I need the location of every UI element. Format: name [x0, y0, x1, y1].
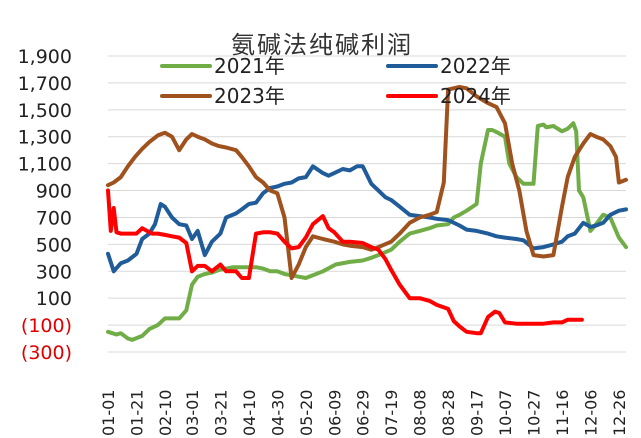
y-tick-label: 700 — [36, 207, 72, 229]
legend-label: 2024年 — [440, 84, 511, 108]
x-tick-label: 11-16 — [553, 390, 572, 437]
legend-label: 2022年 — [440, 54, 511, 78]
x-tick-label: 06-09 — [325, 390, 344, 437]
legend-label: 2021年 — [214, 54, 285, 78]
x-tick-label: 09-17 — [468, 390, 487, 436]
x-tick-label: 04-10 — [240, 390, 259, 437]
y-tick-label: 1,700 — [18, 73, 72, 95]
x-tick-label: 07-19 — [382, 390, 401, 437]
x-tick-label: 02-10 — [156, 390, 175, 437]
chart-title: 氨碱法纯碱利润 — [231, 31, 413, 59]
x-tick-label: 03-01 — [183, 390, 202, 437]
x-tick-label: 05-20 — [297, 390, 316, 437]
y-tick-label: 300 — [36, 261, 72, 283]
x-tick-label: 04-30 — [268, 390, 287, 437]
x-tick-label: 12-26 — [610, 390, 629, 437]
x-tick-label: 12-06 — [581, 390, 600, 437]
x-tick-label: 06-29 — [354, 390, 373, 437]
y-tick-label: 1,100 — [18, 154, 72, 176]
x-tick-label: 08-08 — [411, 390, 430, 437]
y-tick-label: (300) — [21, 342, 72, 364]
x-tick-label: 01-01 — [99, 390, 118, 437]
series-line-3 — [106, 84, 628, 280]
y-tick-label: 1,500 — [18, 100, 72, 122]
series-line-4 — [106, 188, 584, 336]
y-tick-label: 1,900 — [18, 46, 72, 68]
x-tick-label: 10-07 — [496, 390, 515, 437]
y-tick-label: 900 — [36, 181, 72, 203]
x-tick-label: 03-21 — [211, 390, 230, 437]
y-tick-label: 500 — [36, 234, 72, 256]
x-tick-label: 08-28 — [439, 390, 458, 437]
y-tick-label: 100 — [36, 288, 72, 310]
x-tick-label: 10-27 — [525, 390, 544, 437]
legend-label: 2023年 — [214, 84, 285, 108]
series-line-2 — [106, 164, 628, 274]
x-tick-label: 01-21 — [127, 390, 146, 437]
y-tick-label: (100) — [21, 315, 72, 337]
y-tick-label: 1,300 — [18, 127, 72, 149]
series-line-1 — [106, 121, 628, 342]
